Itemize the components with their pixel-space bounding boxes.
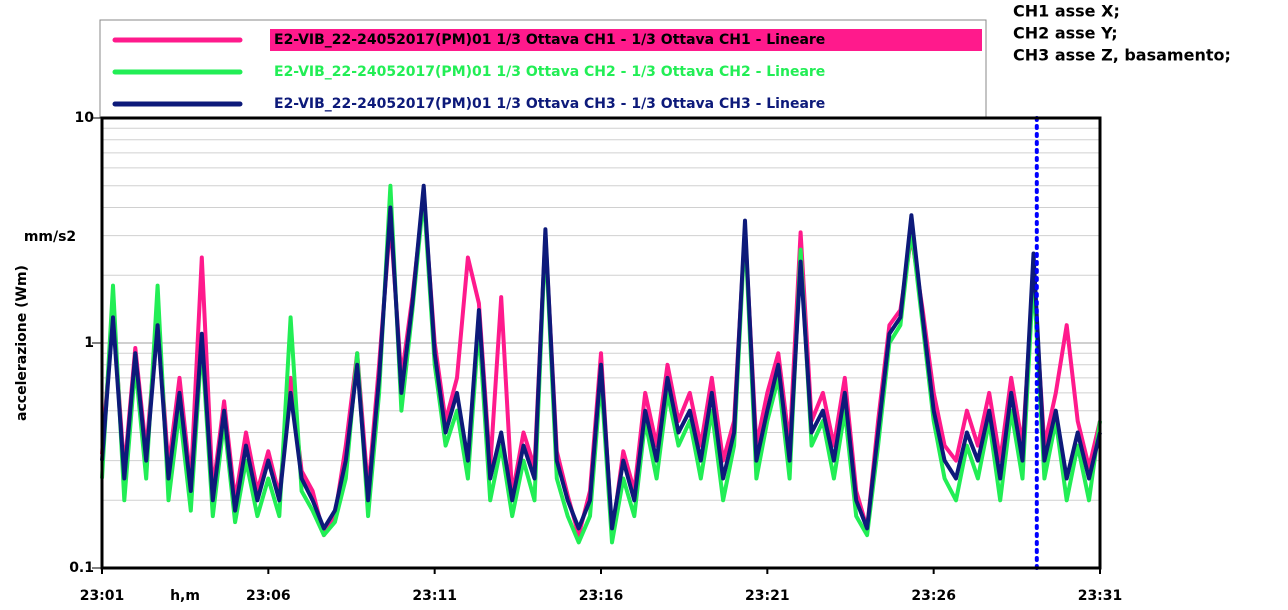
x-tick-label: 23:26 bbox=[911, 588, 956, 604]
legend-label: E2-VIB_22-24052017(PM)01 1/3 Ottava CH3 … bbox=[274, 96, 825, 112]
annotation: CH2 asse Y; bbox=[1013, 24, 1118, 43]
y-unit: mm/s2 bbox=[24, 229, 76, 245]
x-tick-label: 23:21 bbox=[745, 588, 790, 604]
annotation: CH1 asse X; bbox=[1013, 2, 1120, 21]
y-axis-label: accelerazione (Wm) bbox=[14, 265, 30, 421]
y-tick-label: 1 bbox=[84, 335, 94, 351]
x-tick-label: 23:31 bbox=[1078, 588, 1123, 604]
legend-label: E2-VIB_22-24052017(PM)01 1/3 Ottava CH1 … bbox=[274, 32, 825, 48]
legend-label: E2-VIB_22-24052017(PM)01 1/3 Ottava CH2 … bbox=[274, 64, 825, 80]
series-line bbox=[100, 194, 1102, 538]
legend-highlight bbox=[270, 29, 982, 51]
plot-frame bbox=[100, 116, 1102, 570]
x-tick-label: 23:11 bbox=[412, 588, 457, 604]
y-tick-label: 0.1 bbox=[69, 560, 94, 576]
series-line bbox=[100, 183, 1102, 531]
y-tick-label: 10 bbox=[75, 110, 95, 126]
x-tick-label: 23:06 bbox=[246, 588, 291, 604]
x-axis-label: h,m bbox=[170, 588, 200, 604]
x-tick-label: 23:16 bbox=[579, 588, 624, 604]
annotation: CH3 asse Z, basamento; bbox=[1013, 46, 1231, 65]
x-tick-label: 23:01 bbox=[80, 588, 125, 604]
